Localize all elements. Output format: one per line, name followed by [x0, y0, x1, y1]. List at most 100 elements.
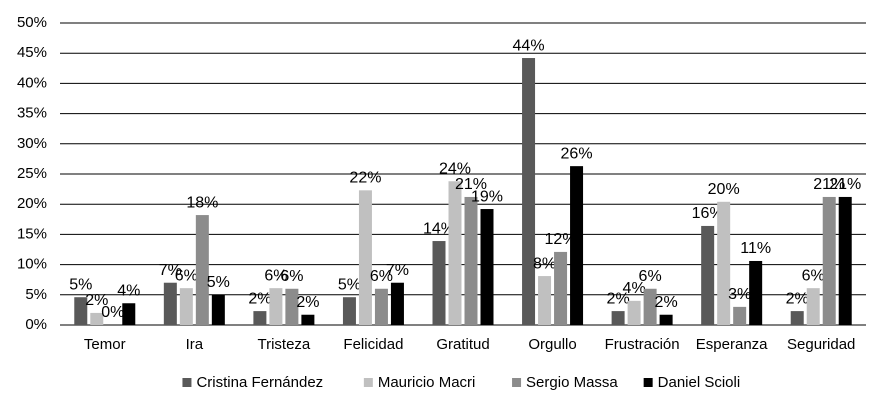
- value-label: 6%: [802, 267, 825, 284]
- y-tick-label: 20%: [17, 195, 47, 212]
- bar: [538, 276, 552, 325]
- bar: [554, 251, 568, 325]
- value-label: 14%: [423, 220, 455, 237]
- y-tick-label: 0%: [25, 316, 47, 333]
- legend-swatch: [512, 378, 522, 387]
- bar: [717, 201, 731, 325]
- value-label: 11%: [740, 240, 771, 257]
- legend-swatch: [363, 378, 373, 387]
- x-tick-label: Esperanza: [696, 336, 768, 353]
- bar: [269, 288, 283, 325]
- x-tick-label: Tristeza: [257, 336, 310, 353]
- bar: [253, 311, 267, 325]
- bar: [448, 181, 462, 325]
- value-label: 6%: [264, 267, 287, 284]
- bar: [749, 260, 763, 325]
- value-label: 18%: [186, 194, 218, 211]
- value-label: 2%: [248, 290, 271, 307]
- x-tick-label: Orgullo: [528, 336, 576, 353]
- bar: [838, 196, 852, 325]
- value-label: 12%: [545, 231, 577, 248]
- legend-label: Daniel Scioli: [658, 374, 741, 391]
- x-tick-label: Gratitud: [436, 336, 489, 353]
- legend-label: Sergio Massa: [526, 374, 618, 391]
- bar: [480, 209, 494, 325]
- bar: [643, 288, 657, 325]
- bar: [74, 297, 88, 325]
- bar: [301, 314, 315, 325]
- y-tick-label: 5%: [25, 286, 47, 303]
- value-label: 6%: [280, 268, 303, 285]
- bar: [570, 166, 584, 325]
- value-label: 6%: [639, 268, 662, 285]
- y-tick-label: 25%: [17, 165, 47, 182]
- value-label: 3%: [728, 286, 751, 303]
- value-label: 24%: [439, 160, 471, 177]
- value-label: 2%: [655, 294, 678, 311]
- bar: [790, 311, 804, 325]
- bar: [806, 288, 820, 325]
- bar: [611, 311, 625, 325]
- legend-swatch: [182, 378, 192, 387]
- value-label: 0%: [101, 304, 124, 321]
- value-label: 20%: [708, 181, 740, 198]
- value-label: 6%: [175, 267, 198, 284]
- legend-swatch: [643, 378, 653, 387]
- bar: [122, 303, 136, 325]
- value-label: 7%: [386, 262, 409, 279]
- bar: [464, 196, 478, 325]
- value-label: 5%: [207, 274, 230, 291]
- y-tick-label: 10%: [17, 256, 47, 273]
- bar: [358, 190, 372, 325]
- x-tick-label: Seguridad: [787, 336, 855, 353]
- value-label: 4%: [623, 280, 646, 297]
- value-label: 2%: [607, 290, 630, 307]
- bar: [522, 58, 536, 325]
- legend-label: Mauricio Macri: [378, 374, 476, 391]
- bar: [374, 288, 388, 325]
- y-tick-label: 15%: [17, 225, 47, 242]
- value-label: 2%: [786, 290, 809, 307]
- value-label: 21%: [455, 176, 487, 193]
- bar: [285, 288, 299, 325]
- value-label: 22%: [349, 170, 381, 187]
- value-label: 5%: [69, 276, 92, 293]
- y-tick-label: 40%: [17, 74, 47, 91]
- y-tick-label: 35%: [17, 105, 47, 122]
- value-label: 5%: [338, 276, 361, 293]
- value-label: 19%: [471, 188, 503, 205]
- value-label: 8%: [533, 255, 556, 272]
- bar: [822, 196, 836, 325]
- value-label: 4%: [117, 282, 140, 299]
- value-label: 2%: [296, 294, 319, 311]
- x-tick-label: Temor: [84, 336, 126, 353]
- bar: [179, 288, 193, 325]
- y-tick-label: 45%: [17, 44, 47, 61]
- legend-label: Cristina Fernández: [196, 374, 323, 391]
- value-label: 16%: [692, 205, 724, 222]
- bar: [432, 241, 446, 325]
- bar: [163, 282, 177, 325]
- value-label: 2%: [85, 292, 108, 309]
- value-label: 26%: [561, 145, 593, 162]
- bar: [627, 300, 641, 325]
- bar: [390, 282, 404, 325]
- value-label: 21%: [813, 176, 845, 193]
- bar: [90, 312, 104, 325]
- y-tick-label: 50%: [17, 14, 47, 31]
- bar: [342, 297, 356, 325]
- value-label: 7%: [159, 262, 182, 279]
- bar: [211, 294, 225, 325]
- y-tick-label: 30%: [17, 135, 47, 152]
- value-label: 21%: [829, 176, 861, 193]
- x-tick-label: Ira: [186, 336, 204, 353]
- bar: [659, 314, 673, 325]
- value-label: 44%: [513, 37, 545, 54]
- x-tick-label: Felicidad: [343, 336, 403, 353]
- value-label: 6%: [370, 268, 393, 285]
- bar: [195, 215, 209, 325]
- bar: [733, 306, 747, 325]
- x-tick-label: Frustración: [605, 336, 680, 353]
